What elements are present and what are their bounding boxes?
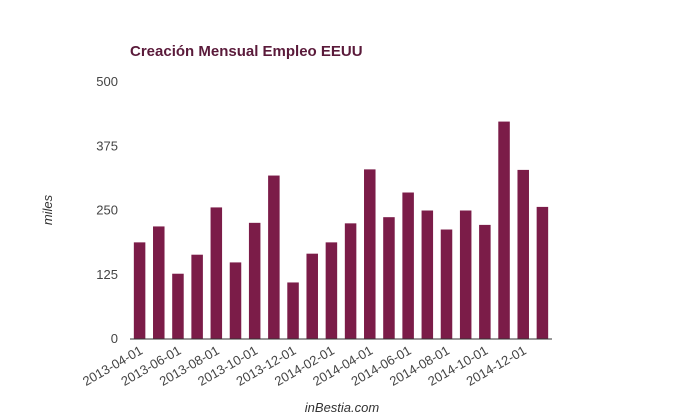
bar-2013-07-01 <box>191 254 203 339</box>
bar-2013-08-01 <box>210 207 223 339</box>
bar-2013-05-01 <box>153 226 165 339</box>
bar-2014-12-01 <box>517 169 529 339</box>
bar-2013-06-01 <box>172 273 184 339</box>
bar-2013-12-01 <box>287 282 299 339</box>
bar-2014-07-01 <box>421 210 434 339</box>
x-axis-label: inBestia.com <box>305 400 380 415</box>
chart-title: Creación Mensual Empleo EEUU <box>130 43 363 60</box>
bar-2013-09-01 <box>229 262 242 339</box>
bar-2014-02-01 <box>325 242 338 339</box>
bar-2013-11-01 <box>268 175 280 339</box>
bar-2014-01-01 <box>306 253 318 339</box>
bar-2014-04-01 <box>364 169 376 339</box>
y-tick-label: 500 <box>96 74 118 89</box>
y-tick-label: 125 <box>96 267 118 282</box>
y-axis-ticks: 0 125 250 375 500 <box>96 74 118 346</box>
bar-2014-06-01 <box>402 192 414 339</box>
y-axis-label: miles <box>40 194 55 225</box>
bars <box>133 121 549 339</box>
bar-2013-04-01 <box>133 242 146 339</box>
bar-2014-09-01 <box>459 210 472 339</box>
bar-2015-01-01 <box>536 206 549 339</box>
bar-2014-11-01 <box>498 121 510 339</box>
x-axis-ticks: 2013-04-012013-06-012013-08-012013-10-01… <box>80 343 529 389</box>
bar-2014-03-01 <box>344 223 357 339</box>
bar-2014-05-01 <box>383 217 395 339</box>
y-tick-label: 375 <box>96 138 118 153</box>
y-tick-label: 0 <box>111 331 118 346</box>
y-tick-label: 250 <box>96 203 118 218</box>
bar-2014-10-01 <box>479 224 491 339</box>
bar-2014-08-01 <box>440 229 453 339</box>
bar-2013-10-01 <box>248 222 261 339</box>
